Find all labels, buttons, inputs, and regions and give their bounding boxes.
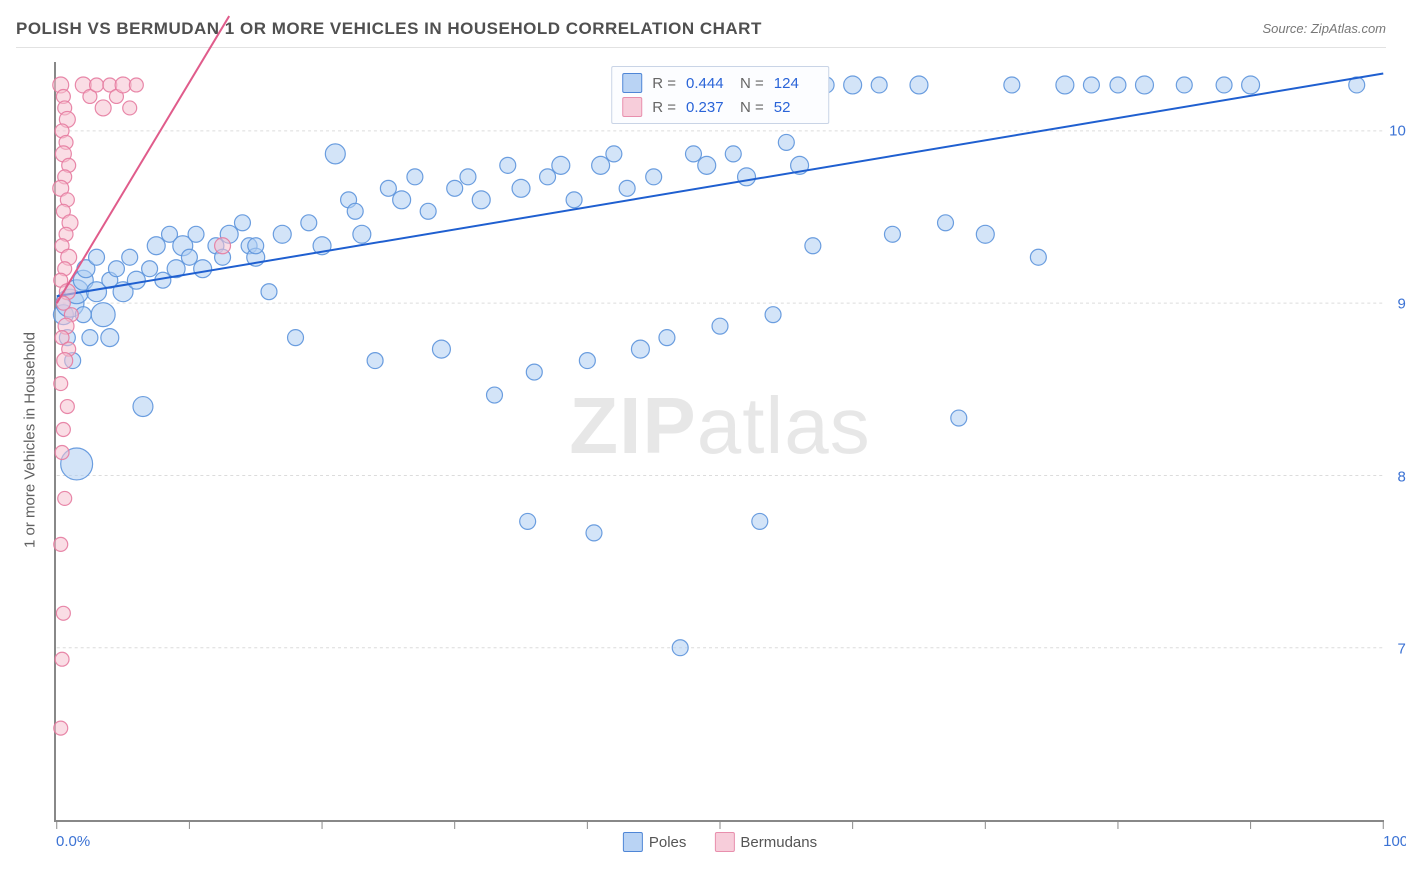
stats-r-value-2: 0.237 (686, 99, 730, 116)
legend-item-poles: Poles (623, 832, 687, 852)
chart-container: POLISH VS BERMUDAN 1 OR MORE VEHICLES IN… (0, 0, 1406, 892)
y-axis-title: 1 or more Vehicles in Household (22, 332, 39, 548)
y-tick-label: 77.5% (1397, 641, 1406, 658)
x-max-label: 100.0% (1383, 833, 1406, 850)
stats-n-value-2: 52 (774, 99, 818, 116)
header-row: POLISH VS BERMUDAN 1 OR MORE VEHICLES IN… (16, 18, 1386, 48)
stats-n-label-1: N = (740, 75, 764, 92)
scatter-svg (56, 62, 1384, 820)
y-tick-label: 85.0% (1397, 468, 1406, 485)
legend-item-bermudans: Bermudans (714, 832, 817, 852)
chart-title: POLISH VS BERMUDAN 1 OR MORE VEHICLES IN… (16, 19, 762, 39)
stats-r-value-1: 0.444 (686, 75, 730, 92)
stats-swatch-poles (622, 73, 642, 93)
legend-bottom: Poles Bermudans (623, 832, 817, 852)
plot-area: ZIPatlas R = 0.444 N = 124 R = 0.237 N =… (54, 62, 1384, 822)
legend-label-bermudans: Bermudans (740, 834, 817, 851)
stats-box: R = 0.444 N = 124 R = 0.237 N = 52 (611, 66, 829, 124)
stats-r-label-2: R = (652, 99, 676, 116)
x-min-label: 0.0% (56, 833, 90, 850)
stats-n-value-1: 124 (774, 75, 818, 92)
stats-row-2: R = 0.237 N = 52 (622, 95, 818, 119)
legend-swatch-bermudans (714, 832, 734, 852)
stats-row-1: R = 0.444 N = 124 (622, 71, 818, 95)
y-tick-label: 92.5% (1397, 295, 1406, 312)
legend-label-poles: Poles (649, 834, 687, 851)
y-tick-label: 100.0% (1389, 123, 1406, 140)
legend-swatch-poles (623, 832, 643, 852)
source-label: Source: ZipAtlas.com (1262, 21, 1386, 36)
stats-r-label-1: R = (652, 75, 676, 92)
stats-swatch-bermudans (622, 97, 642, 117)
stats-n-label-2: N = (740, 99, 764, 116)
